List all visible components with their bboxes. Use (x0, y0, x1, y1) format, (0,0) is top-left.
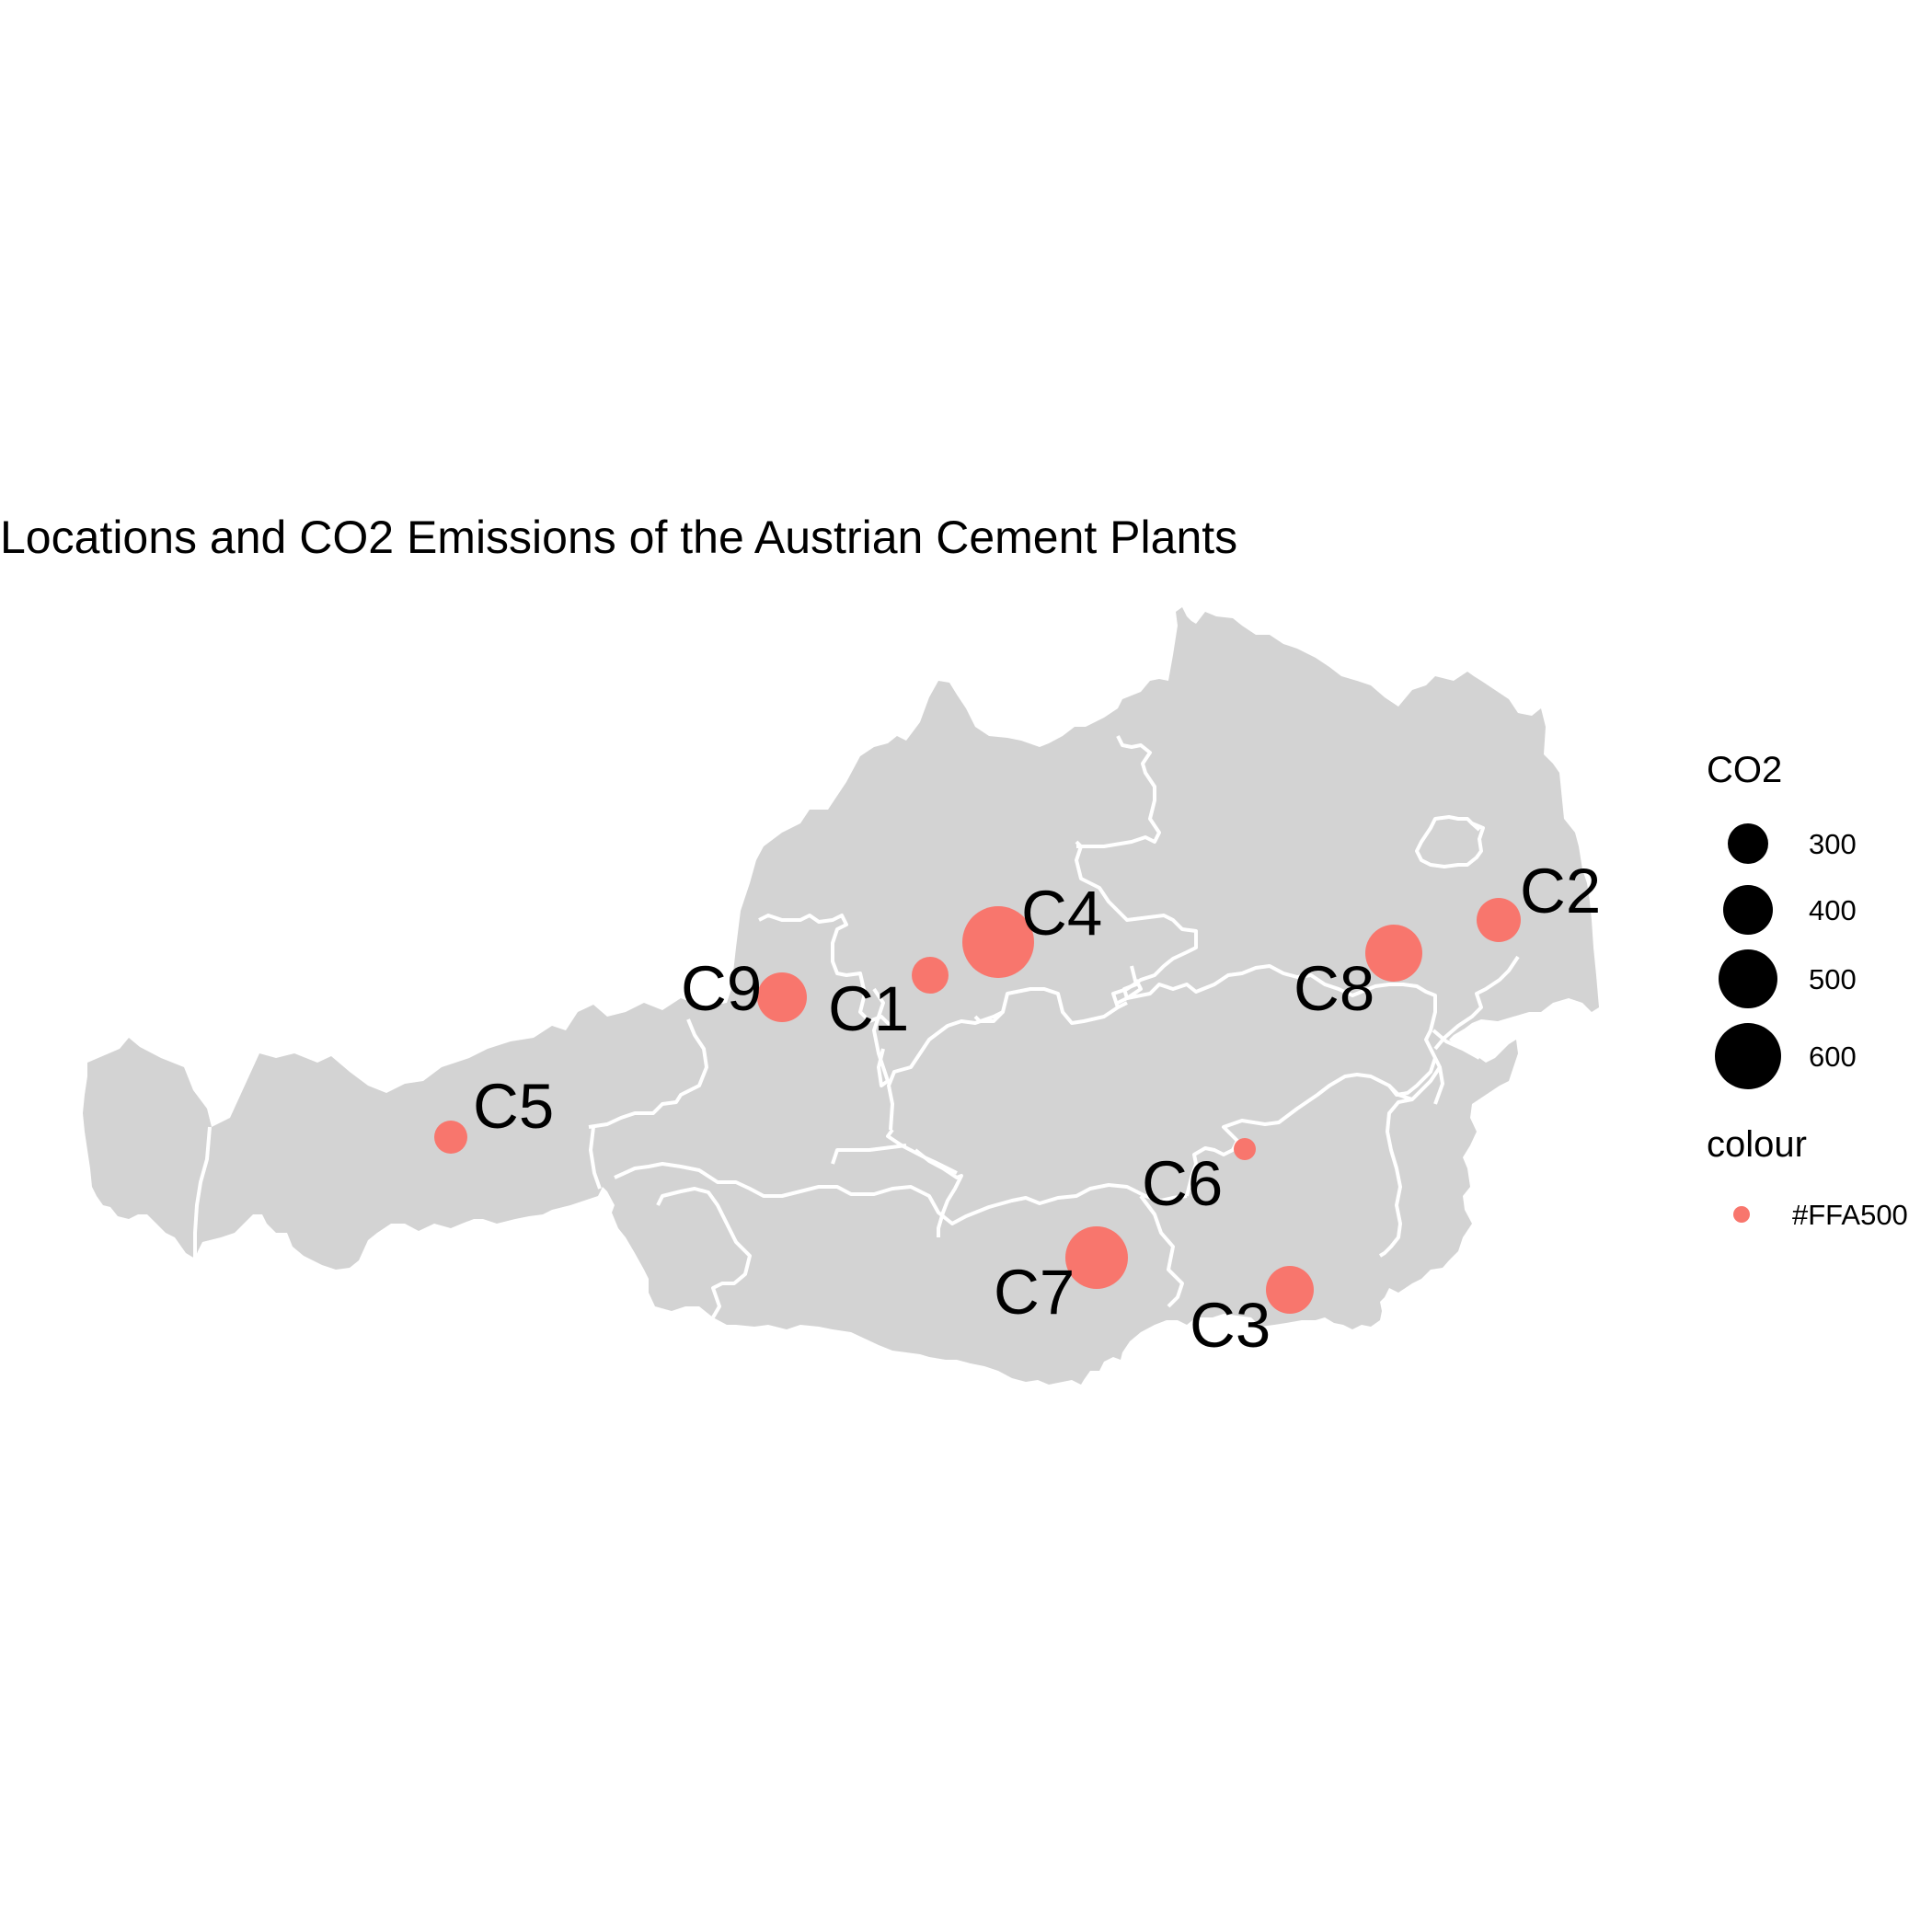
state-borders (193, 735, 1520, 1319)
legend-size-300-label: 300 (1809, 828, 1857, 860)
legend-size-400-symbol (1723, 885, 1773, 935)
plant-point-c1[interactable] (912, 957, 949, 994)
plant-point-c8[interactable] (1365, 925, 1422, 982)
plant-point-c4[interactable] (962, 906, 1034, 978)
map-title: Locations and CO2 Emissions of the Austr… (0, 512, 1238, 563)
plant-point-c5[interactable] (434, 1121, 467, 1154)
legend-size-300-symbol (1728, 823, 1768, 864)
plant-label-c2: C2 (1520, 856, 1601, 926)
plant-point-c3[interactable] (1266, 1266, 1314, 1314)
size-legend: 300 400 500 600 (1715, 823, 1857, 1089)
legend-colour-title: colour (1707, 1124, 1807, 1165)
colour-legend: #FFA500 (1733, 1199, 1908, 1231)
austria-landmass (83, 607, 1599, 1385)
legend-size-600-symbol (1715, 1023, 1781, 1089)
legend-colour-label: #FFA500 (1792, 1199, 1908, 1231)
plant-label-c5: C5 (473, 1071, 554, 1142)
legend-colour-symbol (1733, 1206, 1750, 1223)
plant-point-c9[interactable] (757, 972, 807, 1022)
plant-point-c2[interactable] (1477, 898, 1521, 942)
legend-size-500-label: 500 (1809, 963, 1857, 995)
plant-points (434, 898, 1521, 1314)
legend-size-400-label: 400 (1809, 894, 1857, 926)
plant-labels: C1 C2 C3 C4 C5 C6 C7 C8 C9 (473, 856, 1601, 1361)
plant-label-c7: C7 (994, 1257, 1075, 1328)
plant-label-c1: C1 (828, 973, 909, 1044)
plant-label-c6: C6 (1142, 1148, 1223, 1219)
plant-point-c6[interactable] (1234, 1138, 1256, 1160)
plant-label-c4: C4 (1021, 878, 1102, 949)
legend-size-500-symbol (1719, 949, 1777, 1008)
plant-label-c8: C8 (1294, 953, 1374, 1024)
legend-size-600-label: 600 (1809, 1041, 1857, 1073)
plant-label-c3: C3 (1190, 1290, 1271, 1361)
plant-label-c9: C9 (681, 953, 762, 1024)
plant-point-c7[interactable] (1065, 1226, 1128, 1289)
legend-size-title: CO2 (1707, 750, 1783, 790)
